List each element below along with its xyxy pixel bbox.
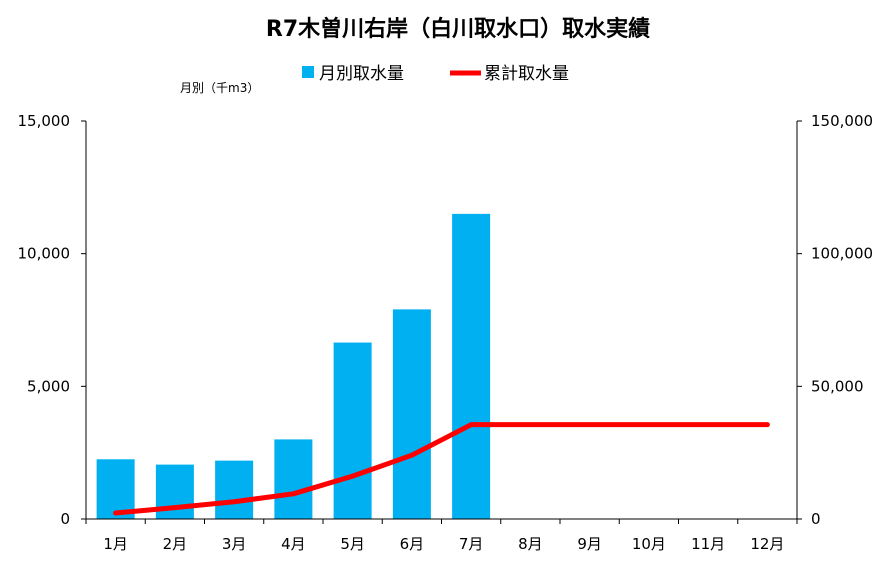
plot-area: 0 5,000 10,000 15,000 0 50,000 100,000 150,000 1… <box>18 112 874 553</box>
x-tick-label: 7月 <box>459 535 484 553</box>
y-right-tick-label: 0 <box>811 510 821 528</box>
legend-label-cumulative: 累計取水量 <box>484 64 569 84</box>
x-tick-label: 6月 <box>400 535 425 553</box>
x-tick-label: 4月 <box>281 535 306 553</box>
line-cumulative <box>113 422 770 516</box>
y-left-tick-label: 15,000 <box>18 112 71 130</box>
chart-title: R7木曽川右岸（白川取水口）取水実績 <box>266 16 650 42</box>
x-tick-label: 12月 <box>750 535 784 553</box>
y-right-tick-label: 150,000 <box>811 112 873 130</box>
x-tick-label: 11月 <box>691 535 725 553</box>
bar-4 <box>274 439 313 519</box>
legend-swatch-monthly <box>302 66 314 78</box>
y-unit-label: 月別（千m3） <box>180 81 259 95</box>
legend: 月別取水量 累計取水量 <box>302 64 569 84</box>
legend-label-monthly: 月別取水量 <box>319 64 404 84</box>
x-tick-label: 9月 <box>577 535 602 553</box>
y-left-tick-label: 5,000 <box>27 377 70 395</box>
bar-1 <box>96 459 135 519</box>
bar-3 <box>215 460 254 519</box>
x-tick-label: 8月 <box>518 535 543 553</box>
bar-7 <box>452 213 491 519</box>
bar-6 <box>392 309 431 519</box>
x-tick-label: 3月 <box>222 535 247 553</box>
y-left-tick-label: 10,000 <box>18 245 71 263</box>
y-right-tick-label: 50,000 <box>811 377 864 395</box>
x-tick-label: 10月 <box>632 535 666 553</box>
x-tick-label: 2月 <box>163 535 188 553</box>
x-tick-label: 5月 <box>340 535 365 553</box>
y-left-tick-label: 0 <box>60 510 70 528</box>
y-right-tick-label: 100,000 <box>811 245 873 263</box>
bar-5 <box>333 342 372 519</box>
x-tick-label: 1月 <box>103 535 128 553</box>
